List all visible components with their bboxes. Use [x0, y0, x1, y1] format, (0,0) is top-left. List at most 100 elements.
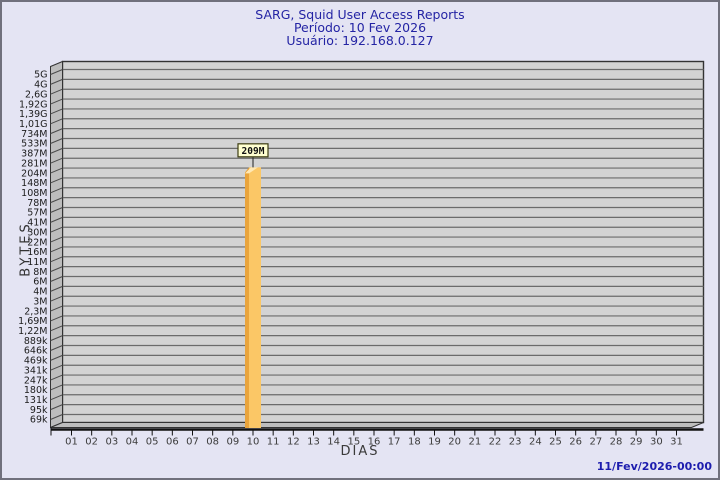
wall-gridline — [50, 384, 63, 391]
y-tick-label: 646k — [24, 346, 48, 357]
y-tick-label: 41M — [27, 218, 47, 229]
y-tick-label: 11M — [27, 257, 47, 268]
wall-gridline — [50, 295, 63, 302]
wall-gridline — [50, 256, 63, 263]
x-tick-label: 28 — [610, 437, 623, 448]
wall-gridline — [50, 88, 63, 95]
y-tick-label: 69k — [30, 415, 48, 426]
wall-gridline — [50, 374, 63, 381]
y-tick-label: 1,92G — [19, 99, 48, 110]
x-tick-label: 24 — [529, 437, 542, 448]
wall-gridline — [50, 285, 63, 292]
x-tick-label: 31 — [670, 437, 683, 448]
y-tick-label: 281M — [21, 158, 47, 169]
plot-area — [61, 60, 705, 424]
report-user: Usuário: 192.168.0.127 — [286, 33, 434, 48]
x-tick-label: 05 — [146, 437, 159, 448]
generation-timestamp: 11/Fev/2026-00:00 — [596, 460, 712, 473]
y-tick-label: 734M — [21, 129, 47, 140]
left-wall — [50, 60, 63, 429]
y-tick-label: 57M — [27, 208, 47, 219]
y-tick-label: 1,69M — [18, 316, 47, 327]
y-tick-label: 5G — [34, 70, 47, 81]
bottom-base — [50, 422, 704, 428]
wall-gridline — [50, 216, 63, 223]
x-tick-label: 07 — [186, 437, 199, 448]
y-tick-label: 387M — [21, 149, 47, 160]
wall-gridline — [50, 108, 63, 115]
y-tick-label: 78M — [27, 198, 47, 209]
wall-gridline — [50, 187, 63, 194]
y-tick-label: 1,01G — [19, 119, 48, 130]
y-tick-label: 1,22M — [18, 326, 47, 337]
wall-gridline — [50, 78, 63, 85]
y-axis-title: BYTES — [18, 221, 34, 277]
x-tick-label: 22 — [489, 437, 502, 448]
x-tick-label: 03 — [105, 437, 118, 448]
y-tick-label: 8M — [33, 267, 47, 278]
x-tick-label: 13 — [307, 437, 320, 448]
x-tick-label: 08 — [206, 437, 219, 448]
wall-gridline — [50, 177, 63, 184]
x-tick-label: 04 — [126, 437, 139, 448]
wall-gridline — [50, 266, 63, 273]
wall-gridline — [50, 157, 63, 164]
x-tick-label: 21 — [468, 437, 481, 448]
x-tick-label: 20 — [448, 437, 461, 448]
x-tick-label: 23 — [509, 437, 522, 448]
wall-gridline — [50, 69, 63, 75]
wall-gridline — [50, 236, 63, 243]
wall-gridline — [50, 335, 63, 342]
x-axis-title: DIAS — [340, 444, 380, 459]
x-tick-label: 25 — [549, 437, 562, 448]
wall-gridline — [50, 325, 63, 332]
wall-gridline — [50, 364, 63, 371]
y-tick-label: 247k — [24, 375, 48, 386]
report-title: SARG, Squid User Access Reports — [255, 7, 465, 22]
wall-gridline — [50, 98, 63, 105]
x-tick-label: 09 — [226, 437, 239, 448]
x-tick-label: 26 — [569, 437, 582, 448]
wall-gridline — [50, 226, 63, 233]
wall-gridline — [50, 128, 63, 135]
x-tick-label: 01 — [65, 437, 78, 448]
wall-gridline — [50, 305, 63, 312]
report-period: Período: 10 Fev 2026 — [293, 20, 427, 35]
y-tick-label: 148M — [21, 178, 47, 189]
y-tick-label: 889k — [24, 336, 48, 347]
y-tick-label: 131k — [24, 395, 48, 406]
x-tick-label: 17 — [388, 437, 401, 448]
wall-gridline — [50, 414, 63, 420]
y-tick-label: 3M — [33, 296, 47, 307]
y-tick-label: 4G — [34, 80, 47, 91]
x-tick-label: 19 — [428, 437, 441, 448]
x-tick-label: 14 — [327, 437, 340, 448]
wall-gridline — [50, 345, 63, 351]
x-tick-label: 27 — [589, 437, 602, 448]
x-tick-label: 16 — [368, 437, 381, 448]
y-tick-label: 204M — [21, 168, 47, 179]
wall-gridline — [50, 138, 63, 144]
wall-gridline — [50, 167, 63, 174]
y-tick-label: 1,39G — [19, 109, 48, 120]
x-tick-label: 11 — [267, 437, 280, 448]
y-tick-label: 180k — [24, 385, 48, 396]
wall-gridline — [50, 197, 63, 204]
wall-gridline — [50, 394, 63, 401]
x-tick-label: 02 — [85, 437, 98, 448]
wall-gridline — [50, 315, 63, 322]
y-tick-label: 469k — [24, 356, 48, 367]
wall-gridline — [50, 246, 63, 253]
y-tick-label: 30M — [27, 227, 47, 238]
x-tick-label: 18 — [408, 437, 421, 448]
y-tick-label: 341k — [24, 365, 48, 376]
wall-gridline — [50, 207, 63, 213]
x-tick-label: 12 — [287, 437, 300, 448]
wall-gridline — [50, 354, 63, 361]
bar-day-10 — [245, 157, 261, 428]
y-tick-label: 533M — [21, 139, 47, 150]
x-tick-label: 15 — [347, 437, 360, 448]
wall-gridline — [50, 276, 63, 282]
